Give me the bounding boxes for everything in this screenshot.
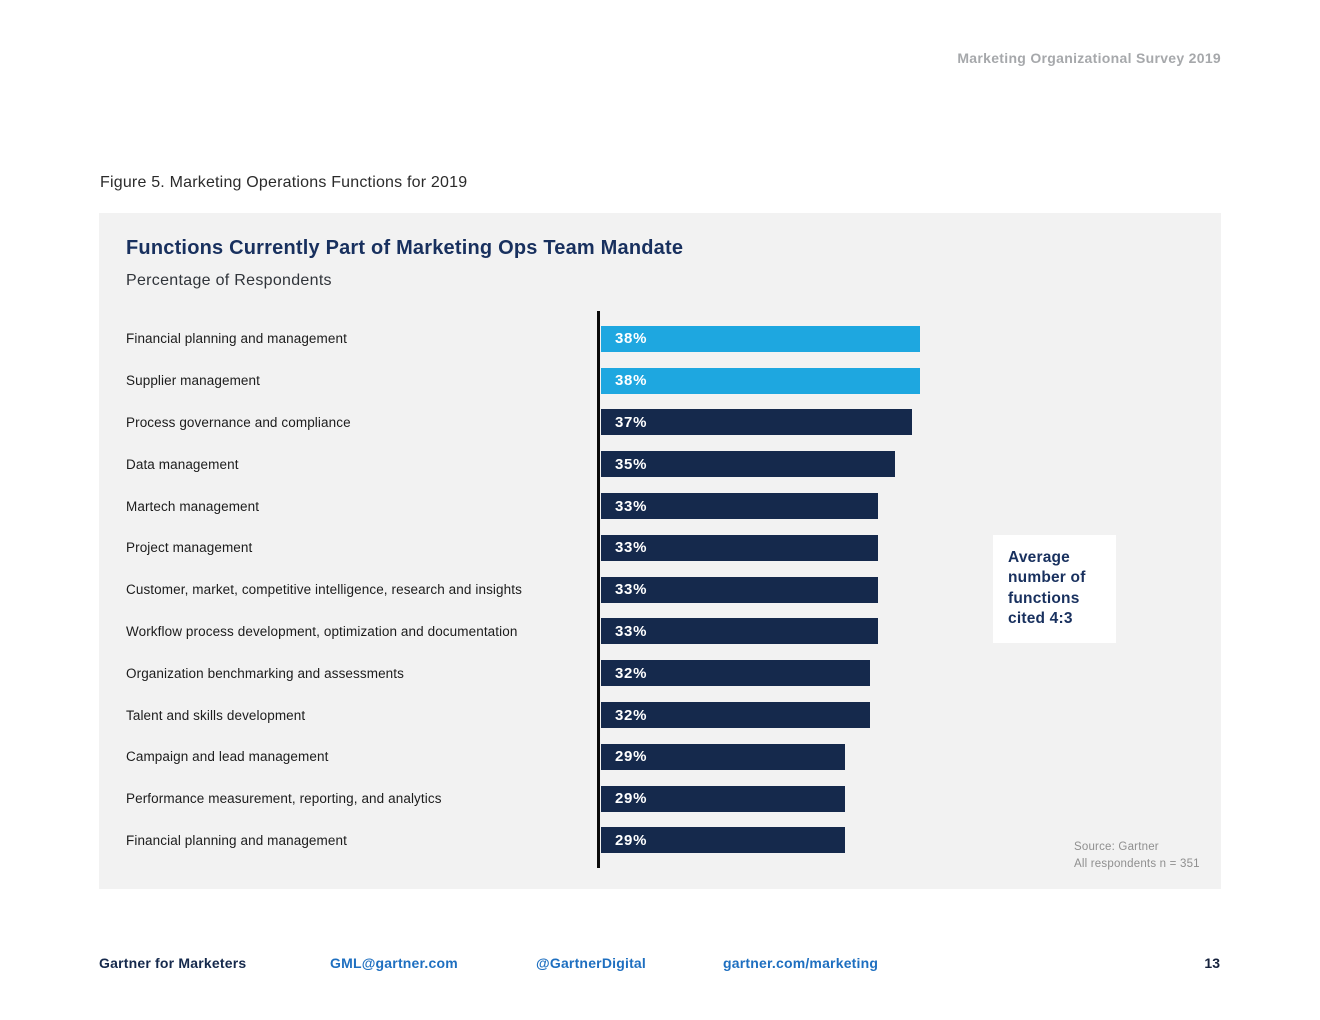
bar-value-label: 32%: [615, 664, 648, 682]
bar-zone: 38%: [597, 367, 1221, 394]
bar-zone: 38%: [597, 325, 1221, 352]
bar-row: Campaign and lead management 29%: [99, 736, 1221, 778]
bar-row: Martech management 33%: [99, 485, 1221, 527]
bar-zone: 33%: [597, 493, 1221, 520]
category-label: Supplier management: [126, 373, 260, 389]
category-label: Workflow process development, optimizati…: [126, 623, 518, 639]
bar-row: Process governance and compliance 37%: [99, 402, 1221, 444]
category-label: Financial planning and management: [126, 832, 347, 848]
bar-row: Supplier management 38%: [99, 360, 1221, 402]
source-line: Source: Gartner: [1074, 841, 1159, 853]
bar-zone: 33%: [597, 618, 1221, 645]
bar: 33%: [601, 493, 879, 520]
category-label: Performance measurement, reporting, and …: [126, 791, 442, 807]
sample-size-line: All respondents n = 351: [1074, 857, 1200, 870]
bar-zone: 32%: [597, 660, 1221, 687]
bar-row: Project management 33%: [99, 527, 1221, 569]
bar-value-label: 29%: [615, 748, 648, 766]
bar-zone: 33%: [597, 534, 1221, 561]
bar: 37%: [601, 409, 912, 436]
bar-row: Workflow process development, optimizati…: [99, 611, 1221, 653]
bar-value-label: 29%: [615, 831, 648, 849]
bar-zone: 32%: [597, 702, 1221, 729]
bar: 33%: [601, 576, 879, 603]
bar: 32%: [601, 660, 870, 687]
bar-value-label: 33%: [615, 497, 648, 515]
bar-value-label: 33%: [615, 539, 648, 557]
bar-row: Financial planning and management 38%: [99, 318, 1221, 360]
bar-row: Customer, market, competitive intelligen…: [99, 569, 1221, 611]
category-label: Data management: [126, 456, 239, 472]
bar-row: Financial planning and management 29%: [99, 820, 1221, 862]
bar: 33%: [601, 618, 879, 645]
bar: 38%: [601, 325, 921, 352]
bar-value-label: 37%: [615, 413, 648, 431]
bar-zone: 35%: [597, 451, 1221, 478]
bar-zone: 29%: [597, 785, 1221, 812]
source-note: Source: Gartner All respondents n = 351: [1074, 839, 1200, 872]
bar-value-label: 29%: [615, 790, 648, 808]
bar-value-label: 38%: [615, 330, 648, 348]
bar: 33%: [601, 534, 879, 561]
bar-value-label: 38%: [615, 372, 648, 390]
bar-value-label: 32%: [615, 706, 648, 724]
chart-title: Functions Currently Part of Marketing Op…: [126, 237, 684, 259]
annotation-box: Average number of functions cited 4:3: [993, 535, 1116, 643]
twitter-link[interactable]: @GartnerDigital: [536, 955, 647, 971]
chart-panel: Functions Currently Part of Marketing Op…: [99, 213, 1221, 889]
bar-zone: 29%: [597, 827, 1221, 854]
document-header: Marketing Organizational Survey 2019: [957, 50, 1221, 66]
website-link[interactable]: gartner.com/marketing: [723, 955, 879, 971]
bar: 38%: [601, 367, 921, 394]
bar: 29%: [601, 743, 845, 770]
category-label: Campaign and lead management: [126, 749, 329, 765]
email-link[interactable]: GML@gartner.com: [330, 955, 458, 971]
bar-row: Performance measurement, reporting, and …: [99, 778, 1221, 820]
bar-row: Data management 35%: [99, 443, 1221, 485]
bar-zone: 33%: [597, 576, 1221, 603]
category-label: Organization benchmarking and assessment…: [126, 665, 404, 681]
bar: 29%: [601, 785, 845, 812]
bar-row: Organization benchmarking and assessment…: [99, 652, 1221, 694]
bar-value-label: 33%: [615, 622, 648, 640]
bar: 29%: [601, 827, 845, 854]
category-label: Process governance and compliance: [126, 414, 351, 430]
category-label: Customer, market, competitive intelligen…: [126, 582, 522, 598]
bar: 35%: [601, 451, 895, 478]
page-number: 13: [1204, 955, 1220, 971]
category-label: Financial planning and management: [126, 331, 347, 347]
figure-caption: Figure 5. Marketing Operations Functions…: [100, 174, 468, 191]
bar-row: Talent and skills development 32%: [99, 694, 1221, 736]
category-label: Talent and skills development: [126, 707, 306, 723]
bar-zone: 29%: [597, 743, 1221, 770]
y-axis-line: [597, 311, 600, 869]
category-label: Martech management: [126, 498, 260, 514]
bar: 32%: [601, 702, 870, 729]
chart-subtitle: Percentage of Respondents: [126, 272, 332, 289]
page-footer: Gartner for Marketers GML@gartner.com @G…: [0, 955, 1320, 979]
bar-value-label: 35%: [615, 455, 648, 473]
bar-value-label: 33%: [615, 581, 648, 599]
category-label: Project management: [126, 540, 253, 556]
bar-chart: Financial planning and management 38% Su…: [99, 311, 1221, 869]
brand-label: Gartner for Marketers: [99, 955, 247, 971]
bar-zone: 37%: [597, 409, 1221, 436]
